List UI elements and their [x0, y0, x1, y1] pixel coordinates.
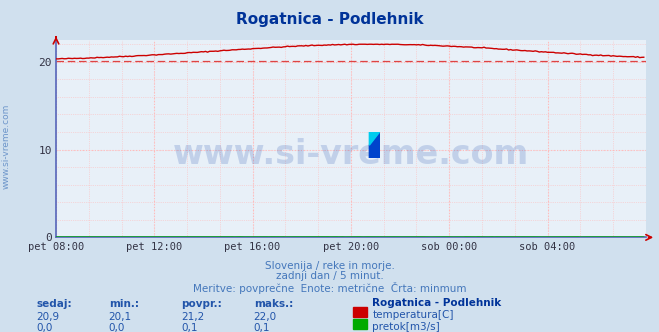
Text: min.:: min.: — [109, 299, 139, 309]
Text: 22,0: 22,0 — [254, 312, 277, 322]
Text: zadnji dan / 5 minut.: zadnji dan / 5 minut. — [275, 271, 384, 281]
Text: temperatura[C]: temperatura[C] — [372, 310, 454, 320]
Text: 21,2: 21,2 — [181, 312, 204, 322]
Text: 0,1: 0,1 — [181, 323, 198, 332]
Text: www.si-vreme.com: www.si-vreme.com — [2, 103, 11, 189]
Text: Slovenija / reke in morje.: Slovenija / reke in morje. — [264, 261, 395, 271]
Text: 20,9: 20,9 — [36, 312, 59, 322]
Text: 20,1: 20,1 — [109, 312, 132, 322]
Text: maks.:: maks.: — [254, 299, 293, 309]
Text: Rogatnica - Podlehnik: Rogatnica - Podlehnik — [236, 12, 423, 27]
Text: sedaj:: sedaj: — [36, 299, 72, 309]
Text: 0,0: 0,0 — [36, 323, 53, 332]
Text: 0,0: 0,0 — [109, 323, 125, 332]
Text: pretok[m3/s]: pretok[m3/s] — [372, 322, 440, 332]
Text: Meritve: povprečne  Enote: metrične  Črta: minmum: Meritve: povprečne Enote: metrične Črta:… — [192, 282, 467, 294]
Text: 0,1: 0,1 — [254, 323, 270, 332]
Text: www.si-vreme.com: www.si-vreme.com — [173, 138, 529, 171]
Text: povpr.:: povpr.: — [181, 299, 222, 309]
Text: Rogatnica - Podlehnik: Rogatnica - Podlehnik — [372, 298, 501, 308]
